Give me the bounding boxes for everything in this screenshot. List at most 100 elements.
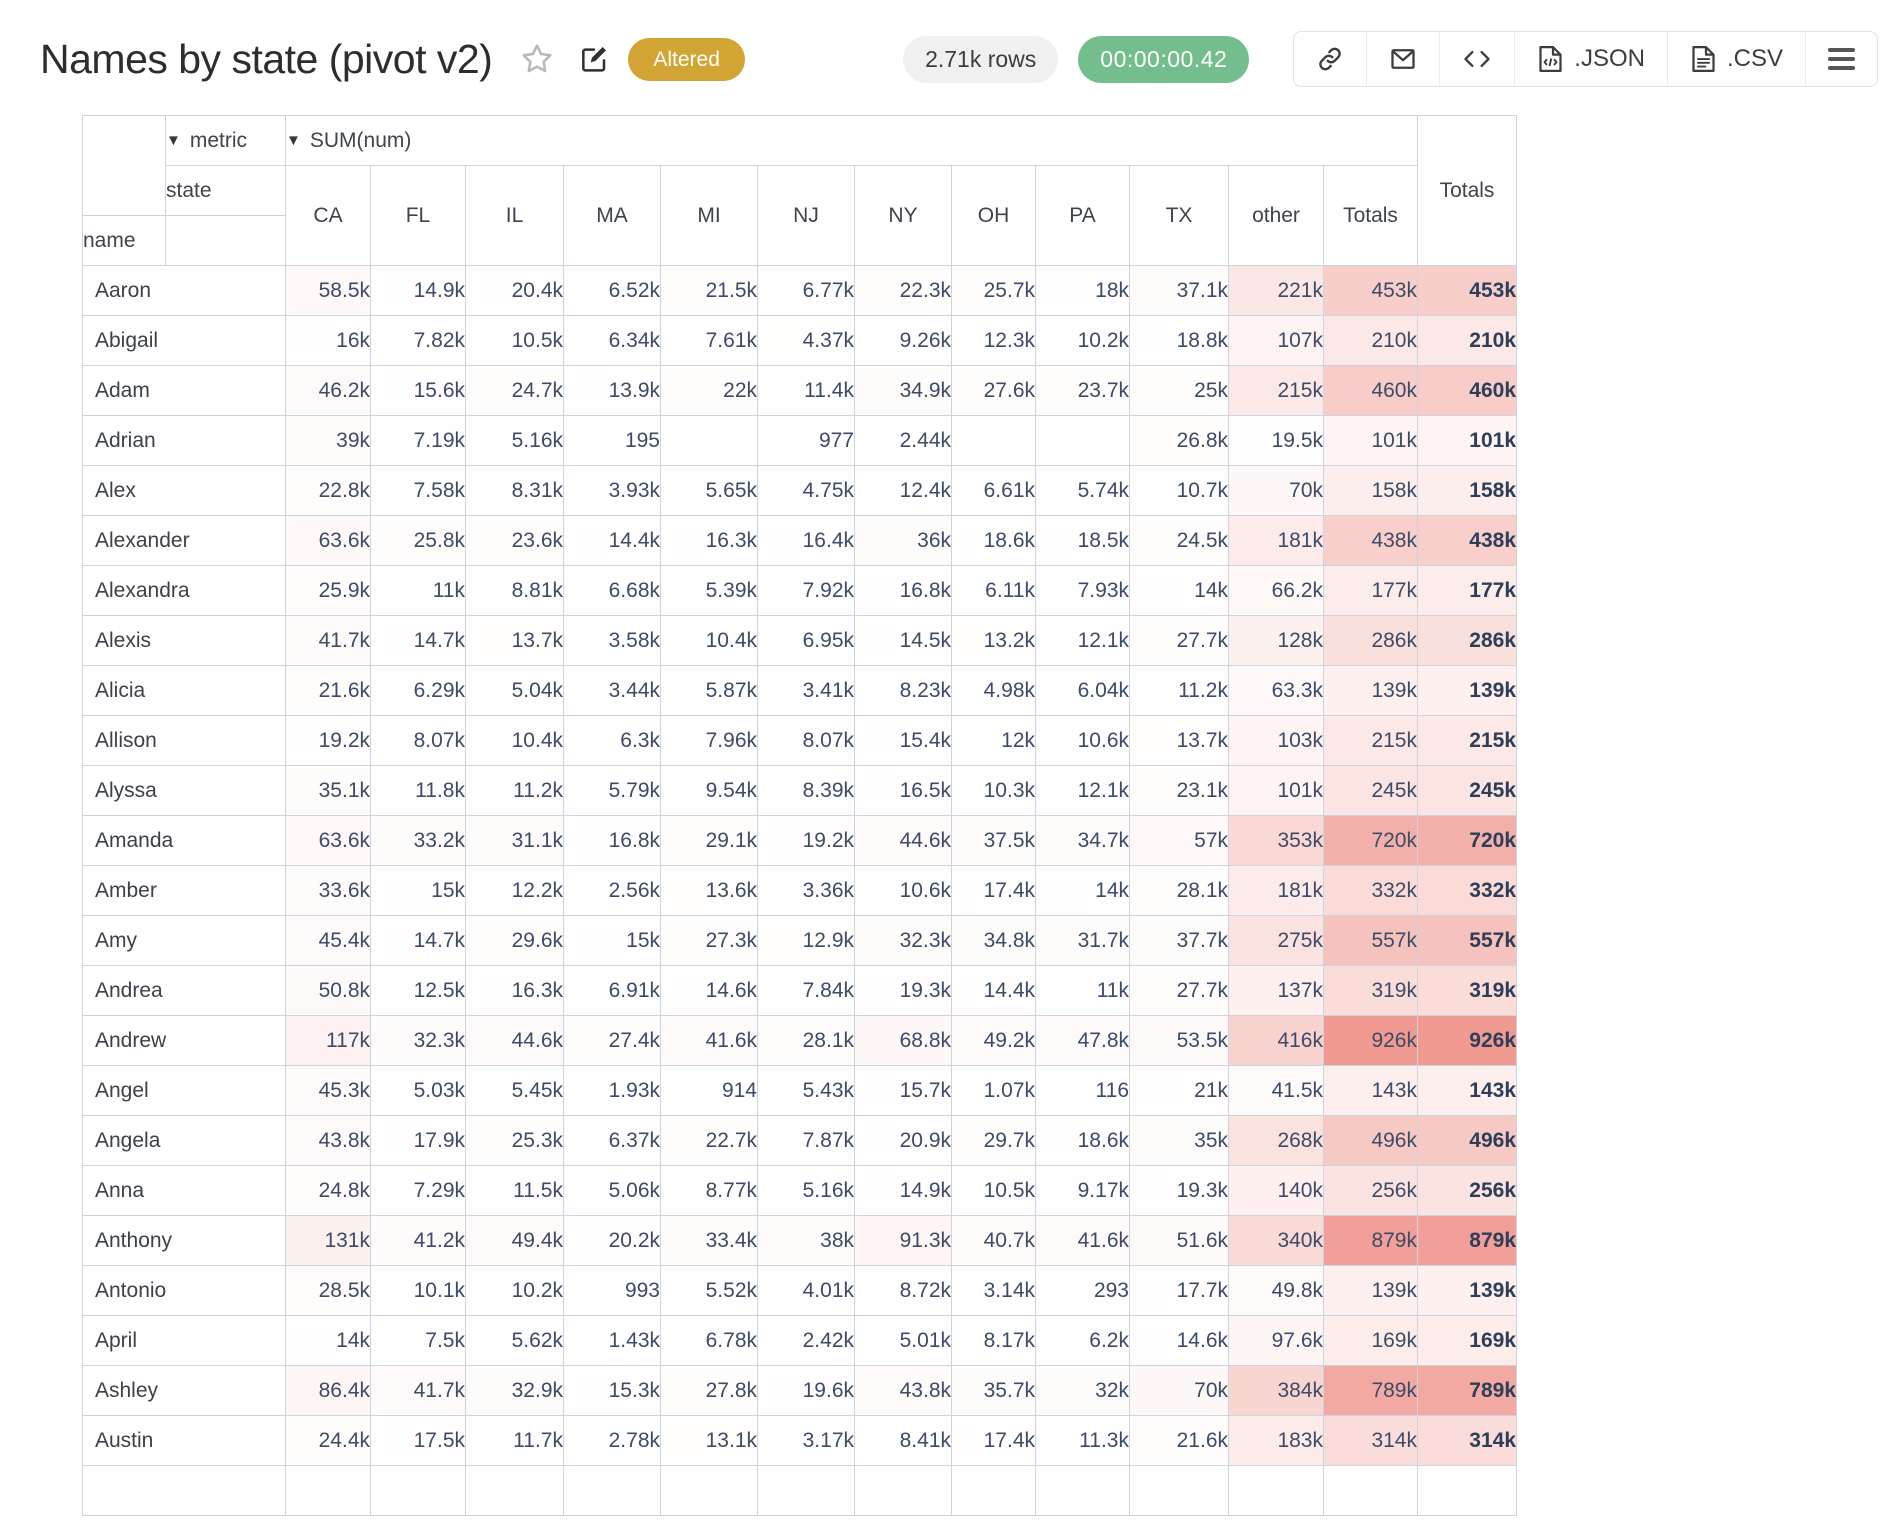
favorite-star-icon[interactable] — [520, 42, 554, 76]
data-cell: 33.6k — [285, 865, 371, 916]
row-total-cell: 496k — [1417, 1115, 1517, 1166]
metric-label: metric — [189, 128, 248, 152]
embed-code-button[interactable] — [1439, 32, 1514, 86]
table-row: Andrea 50.8k 12.5k 16.3k 6.91k 14.6k 7.84k 19.3… — [82, 965, 1517, 1016]
data-cell: 31.7k — [1035, 915, 1130, 966]
data-cell: 5.79k — [563, 765, 661, 816]
data-cell: 35k — [1129, 1115, 1229, 1166]
data-cell: 5.45k — [465, 1065, 564, 1116]
row-total-cell: 926k — [1417, 1015, 1517, 1066]
data-cell: 8.41k — [854, 1415, 952, 1466]
table-row: Angela 43.8k 17.9k 25.3k 6.37k 22.7k 7.87k 20.9… — [82, 1115, 1517, 1166]
data-cell: 24.4k — [285, 1415, 371, 1466]
code-icon — [1462, 45, 1492, 73]
data-cell: 416k — [1228, 1015, 1324, 1066]
data-cell: 2.42k — [757, 1315, 855, 1366]
data-cell: 22.7k — [660, 1115, 758, 1166]
menu-button[interactable] — [1805, 32, 1877, 86]
row-total-cell: 438k — [1417, 515, 1517, 566]
data-cell: 6.3k — [563, 715, 661, 766]
data-cell: 177k — [1323, 565, 1418, 616]
data-cell: 8.72k — [854, 1265, 952, 1316]
column-header-other: other — [1228, 165, 1324, 266]
row-total-cell: 286k — [1417, 615, 1517, 666]
table-row: Aaron 58.5k 14.9k 20.4k 6.52k 21.5k 6.77k 22.3k… — [82, 265, 1517, 316]
export-json-button[interactable]: .JSON — [1514, 32, 1667, 86]
data-cell: 2.44k — [854, 415, 952, 466]
data-cell: 18.6k — [951, 515, 1036, 566]
pivot-table-container: ▼ metric ▼ SUM(num) Totals state CA FL IL MA M… — [82, 115, 1892, 1516]
data-cell: 29.7k — [951, 1115, 1036, 1166]
data-cell: 11.3k — [1035, 1415, 1130, 1466]
data-cell: 11.7k — [465, 1415, 564, 1466]
data-cell: 15.7k — [854, 1065, 952, 1116]
data-cell: 13.2k — [951, 615, 1036, 666]
row-total-cell: 557k — [1417, 915, 1517, 966]
data-cell: 23.6k — [465, 515, 564, 566]
data-cell: 914 — [660, 1065, 758, 1116]
row-total-cell: 460k — [1417, 365, 1517, 416]
data-cell: 15.6k — [370, 365, 466, 416]
csv-file-icon — [1690, 44, 1717, 74]
corner-blank-cell — [82, 115, 166, 216]
data-cell: 5.03k — [370, 1065, 466, 1116]
data-cell: 70k — [1129, 1365, 1229, 1416]
data-cell: 49.8k — [1228, 1265, 1324, 1316]
data-cell: 91.3k — [854, 1215, 952, 1266]
data-cell: 19.2k — [285, 715, 371, 766]
blank-cell — [165, 215, 286, 266]
data-cell: 27.3k — [660, 915, 758, 966]
metric-header[interactable]: ▼ metric — [165, 115, 286, 166]
table-row: Ashley 86.4k 41.7k 32.9k 15.3k 27.8k 19.6k 43.8… — [82, 1365, 1517, 1416]
data-cell: 33.4k — [660, 1215, 758, 1266]
column-header-fl: FL — [370, 165, 466, 266]
copy-link-button[interactable] — [1294, 32, 1366, 86]
table-row: Angel 45.3k 5.03k 5.45k 1.93k 914 5.43k 15.7k 1.… — [82, 1065, 1517, 1116]
email-button[interactable] — [1366, 32, 1439, 86]
data-cell — [1129, 1465, 1229, 1516]
column-header-ma: MA — [563, 165, 661, 266]
altered-badge[interactable]: Altered — [628, 37, 745, 81]
data-cell: 20.2k — [563, 1215, 661, 1266]
data-cell: 101k — [1228, 765, 1324, 816]
data-cell: 25.8k — [370, 515, 466, 566]
data-cell: 50.8k — [285, 965, 371, 1016]
data-cell: 17.7k — [1129, 1265, 1229, 1316]
data-cell: 137k — [1228, 965, 1324, 1016]
export-csv-button[interactable]: .CSV — [1666, 32, 1805, 86]
data-cell: 720k — [1323, 815, 1418, 866]
data-cell: 5.06k — [563, 1165, 661, 1216]
data-cell: 27.7k — [1129, 615, 1229, 666]
row-label: Alexis — [82, 615, 286, 666]
data-cell: 6.77k — [757, 265, 855, 316]
data-cell: 15k — [563, 915, 661, 966]
data-cell: 63.6k — [285, 815, 371, 866]
data-cell: 32.3k — [854, 915, 952, 966]
data-cell: 28.1k — [757, 1015, 855, 1066]
data-cell: 21.6k — [285, 665, 371, 716]
row-label: Andrew — [82, 1015, 286, 1066]
data-cell: 12.3k — [951, 315, 1036, 366]
data-cell: 15.4k — [854, 715, 952, 766]
data-cell: 19.3k — [854, 965, 952, 1016]
data-cell: 332k — [1323, 865, 1418, 916]
table-row: Anna 24.8k 7.29k 11.5k 5.06k 8.77k 5.16k 14.9k 1… — [82, 1165, 1517, 1216]
column-header-ny: NY — [854, 165, 952, 266]
query-timer-badge: 00:00:00.42 — [1078, 35, 1250, 83]
row-total-cell: 139k — [1417, 1265, 1517, 1316]
data-cell: 49.4k — [465, 1215, 564, 1266]
edit-icon[interactable] — [578, 43, 610, 75]
data-cell: 6.52k — [563, 265, 661, 316]
table-row: Allison 19.2k 8.07k 10.4k 6.3k 7.96k 8.07k 15.4… — [82, 715, 1517, 766]
data-cell: 5.65k — [660, 465, 758, 516]
data-cell: 27.6k — [951, 365, 1036, 416]
data-cell: 12.9k — [757, 915, 855, 966]
metric-value-header[interactable]: ▼ SUM(num) — [285, 115, 1418, 166]
data-cell: 10.7k — [1129, 465, 1229, 516]
sort-caret-icon: ▼ — [286, 131, 301, 149]
data-cell: 5.39k — [660, 565, 758, 616]
data-cell: 926k — [1323, 1015, 1418, 1066]
data-cell: 32k — [1035, 1365, 1130, 1416]
state-dimension-header: state — [165, 165, 286, 216]
data-cell: 19.6k — [757, 1365, 855, 1416]
